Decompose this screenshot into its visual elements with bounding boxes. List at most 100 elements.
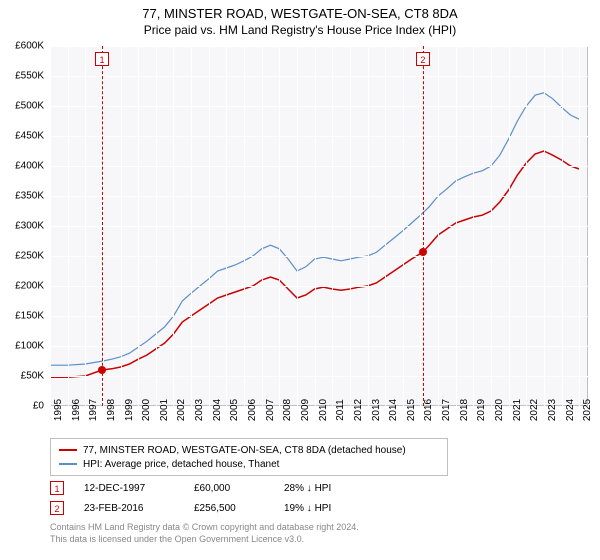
gridline-v: [385, 46, 386, 406]
legend: 77, MINSTER ROAD, WESTGATE-ON-SEA, CT8 8…: [50, 438, 448, 476]
sale-dot: [98, 366, 106, 374]
x-axis-label: 2012: [353, 399, 364, 421]
sales-table-row: 2 23-FEB-2016 £256,500 19% ↓ HPI: [50, 498, 374, 518]
gridline-v: [226, 46, 227, 406]
legend-label: HPI: Average price, detached house, Than…: [83, 459, 279, 470]
x-axis-label: 2004: [212, 399, 223, 421]
gridline-v: [368, 46, 369, 406]
gridline-v: [50, 46, 51, 406]
chart-title: 77, MINSTER ROAD, WESTGATE-ON-SEA, CT8 8…: [0, 6, 600, 21]
gridline-h: [50, 136, 588, 137]
footer-line-1: Contains HM Land Registry data © Crown c…: [50, 522, 359, 534]
x-axis-label: 2006: [247, 399, 258, 421]
x-axis-label: 2023: [547, 399, 558, 421]
gridline-v: [509, 46, 510, 406]
x-axis-label: 1999: [124, 399, 135, 421]
x-axis-label: 1995: [53, 399, 64, 421]
gridline-h: [50, 346, 588, 347]
sales-table-row: 112-DEC-1997£60,00028% ↓ HPI: [50, 478, 374, 498]
gridline-h: [50, 256, 588, 257]
legend-row: HPI: Average price, detached house, Than…: [59, 457, 439, 471]
y-axis-label: £50K: [0, 371, 44, 382]
y-axis-label: £550K: [0, 71, 44, 82]
y-axis-label: £350K: [0, 191, 44, 202]
sales-row-index: 1: [50, 481, 64, 495]
gridline-v: [103, 46, 104, 406]
gridline-v: [85, 46, 86, 406]
y-axis-label: £600K: [0, 41, 44, 52]
sales-row-index: 2: [50, 501, 64, 515]
y-axis-label: £500K: [0, 101, 44, 112]
y-axis-label: £100K: [0, 341, 44, 352]
x-axis-label: 2021: [512, 399, 523, 421]
x-axis-label: 2011: [335, 399, 346, 421]
gridline-v: [191, 46, 192, 406]
legend-swatch: [59, 463, 77, 465]
gridline-v: [138, 46, 139, 406]
x-axis-label: 2018: [459, 399, 470, 421]
gridline-v: [173, 46, 174, 406]
y-axis-label: £0: [0, 401, 44, 412]
footer-attribution: Contains HM Land Registry data © Crown c…: [50, 522, 359, 545]
legend-row: 77, MINSTER ROAD, WESTGATE-ON-SEA, CT8 8…: [59, 443, 439, 457]
x-axis-label: 2003: [194, 399, 205, 421]
gridline-v: [403, 46, 404, 406]
gridline-v: [262, 46, 263, 406]
x-axis-label: 2001: [159, 399, 170, 421]
x-axis-label: 2025: [582, 399, 593, 421]
x-axis-label: 2014: [388, 399, 399, 421]
gridline-v: [297, 46, 298, 406]
gridline-h: [50, 286, 588, 287]
y-axis-label: £450K: [0, 131, 44, 142]
x-axis-label: 2000: [141, 399, 152, 421]
gridline-v: [244, 46, 245, 406]
x-axis-label: 2024: [565, 399, 576, 421]
gridline-v: [315, 46, 316, 406]
gridline-v: [121, 46, 122, 406]
sale-marker-line: [102, 46, 103, 406]
gridline-h: [50, 76, 588, 77]
y-axis-label: £250K: [0, 251, 44, 262]
gridline-h: [50, 316, 588, 317]
x-axis-label: 2008: [282, 399, 293, 421]
gridline-v: [491, 46, 492, 406]
sale-marker-line: [423, 46, 424, 406]
gridline-v: [562, 46, 563, 406]
x-axis-label: 2013: [371, 399, 382, 421]
sale-marker-badge: 2: [416, 52, 430, 66]
sales-row-delta: 19% ↓ HPI: [284, 503, 374, 514]
x-axis-label: 1997: [88, 399, 99, 421]
sales-row-date: 23-FEB-2016: [84, 503, 174, 514]
legend-swatch: [59, 449, 77, 451]
gridline-h: [50, 226, 588, 227]
gridline-v: [526, 46, 527, 406]
y-axis-label: £300K: [0, 221, 44, 232]
x-axis-label: 1998: [106, 399, 117, 421]
x-axis-label: 2017: [441, 399, 452, 421]
sales-row-delta: 28% ↓ HPI: [284, 483, 374, 494]
sales-row-price: £60,000: [194, 483, 264, 494]
gridline-h: [50, 196, 588, 197]
x-axis-label: 2015: [406, 399, 417, 421]
footer-line-2: This data is licensed under the Open Gov…: [50, 534, 359, 546]
x-axis-label: 2009: [300, 399, 311, 421]
x-axis-label: 2005: [229, 399, 240, 421]
gridline-v: [456, 46, 457, 406]
y-axis-label: £150K: [0, 311, 44, 322]
chart-plot-area: £0£50K£100K£150K£200K£250K£300K£350K£400…: [50, 46, 588, 406]
gridline-v: [350, 46, 351, 406]
gridline-h: [50, 46, 588, 47]
x-axis-label: 2007: [265, 399, 276, 421]
y-axis-label: £200K: [0, 281, 44, 292]
sales-row-price: £256,500: [194, 503, 264, 514]
legend-label: 77, MINSTER ROAD, WESTGATE-ON-SEA, CT8 8…: [83, 445, 406, 456]
sales-table: 112-DEC-1997£60,00028% ↓ HPI223-FEB-2016…: [50, 478, 374, 518]
x-axis-label: 2010: [318, 399, 329, 421]
gridline-h: [50, 106, 588, 107]
gridline-v: [473, 46, 474, 406]
gridline-v: [279, 46, 280, 406]
gridline-v: [544, 46, 545, 406]
x-axis-label: 2016: [423, 399, 434, 421]
x-axis-label: 1996: [71, 399, 82, 421]
y-axis-label: £400K: [0, 161, 44, 172]
